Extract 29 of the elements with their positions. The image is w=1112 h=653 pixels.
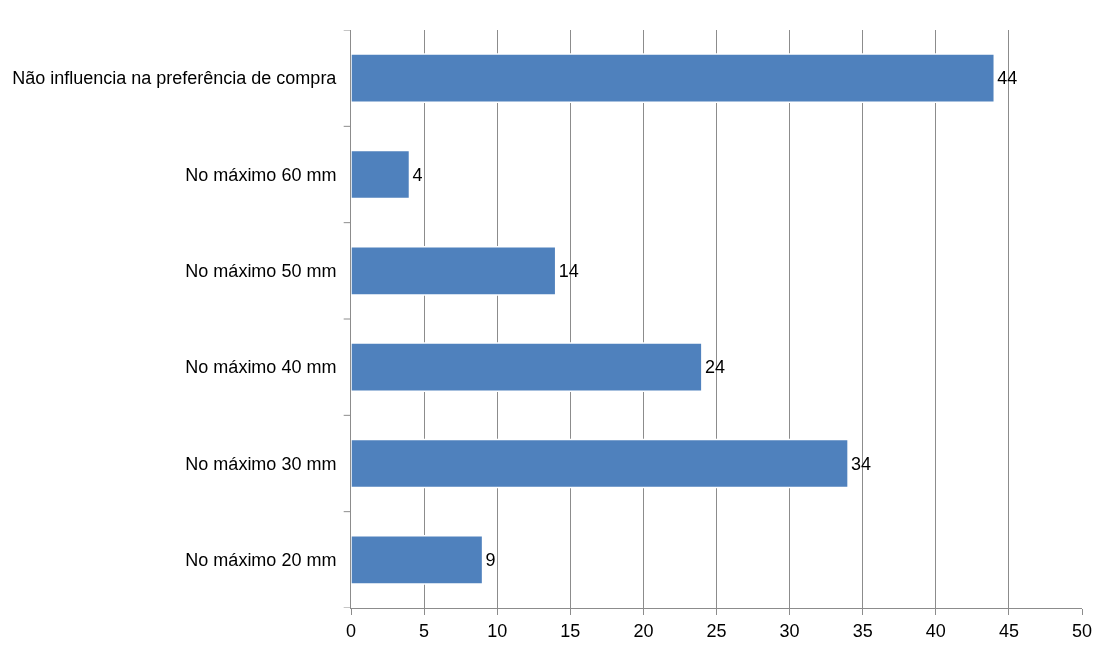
y-tick-label: No máximo 50 mm	[185, 261, 337, 282]
bar	[351, 342, 703, 392]
x-tick-label: 45	[998, 620, 1019, 641]
y-tick-label: No máximo 60 mm	[185, 164, 337, 185]
data-label: 14	[558, 260, 579, 281]
data-label: 24	[704, 357, 725, 378]
bar	[351, 535, 484, 585]
x-tick-label: 25	[706, 620, 727, 641]
y-tick-label: Não influencia na preferência de compra	[12, 68, 338, 89]
data-label: 44	[997, 68, 1018, 89]
data-label: 34	[851, 453, 872, 474]
x-tick-label: 30	[779, 620, 800, 641]
bar	[351, 246, 557, 296]
x-tick-label: 0	[345, 620, 357, 641]
y-tick-label: No máximo 30 mm	[185, 453, 337, 474]
x-tick-label: 50	[1071, 620, 1093, 641]
bar	[351, 438, 849, 489]
x-tick-label: 5	[419, 620, 430, 641]
x-tick-label: 40	[925, 620, 946, 641]
bar	[351, 149, 411, 200]
x-tick-label: 20	[633, 620, 654, 641]
x-tick-label: 35	[852, 620, 873, 641]
bar	[351, 53, 996, 103]
y-tick-label: No máximo 40 mm	[185, 357, 337, 378]
x-tick-label: 10	[487, 620, 508, 641]
y-tick-label: No máximo 20 mm	[185, 550, 337, 571]
data-label: 9	[485, 549, 496, 570]
x-tick-label: 15	[560, 620, 581, 641]
data-label: 4	[412, 164, 423, 185]
